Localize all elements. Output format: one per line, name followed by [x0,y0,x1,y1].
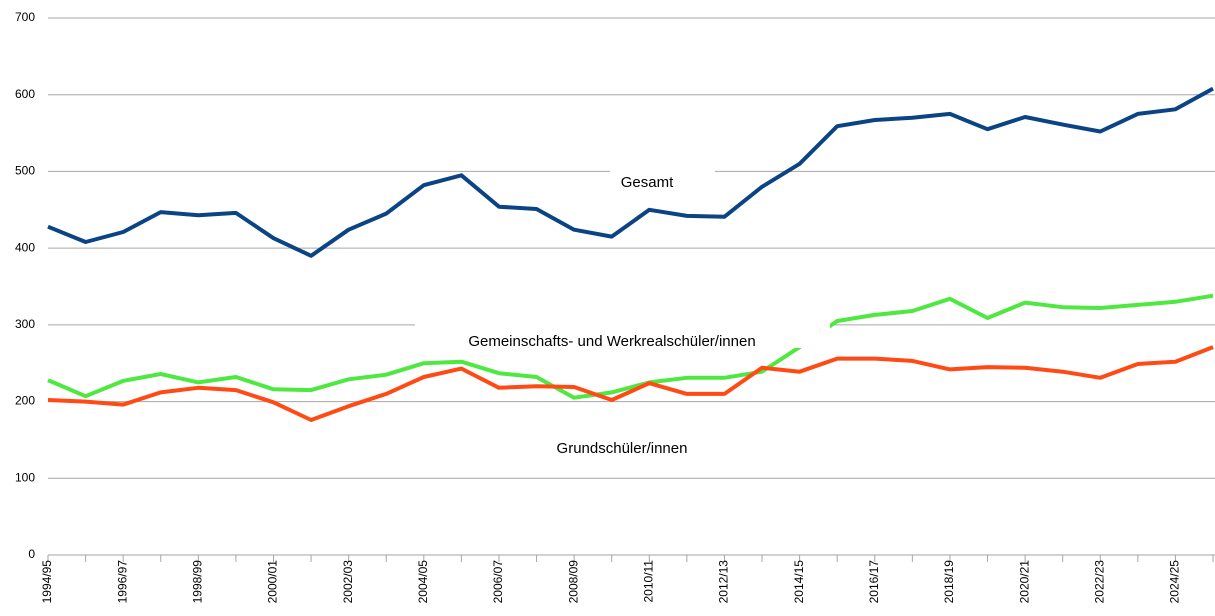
x-tick-label: 1996/97 [115,560,129,604]
x-tick-label: 2002/03 [341,560,355,604]
series-line [47,345,1214,422]
x-tick-label: 2022/23 [1092,560,1106,604]
x-tick-label: 2012/13 [717,560,731,604]
x-tick-label: 2024/25 [1168,560,1182,604]
y-tick-label: 500 [15,164,35,178]
label-box [415,322,830,348]
x-tick-label: 2000/01 [266,560,280,604]
x-tick-label: 2018/19 [942,560,956,604]
x-tick-label: 2004/05 [416,560,430,604]
y-tick-label: 300 [15,317,35,331]
series-line [47,293,1214,400]
y-tick-label: 400 [15,240,35,254]
series-label: Gemeinschafts- und Werkrealschüler/innen [468,333,755,350]
x-tick-label: 1998/99 [190,560,204,604]
series-line [47,86,1214,258]
y-tick-label: 700 [15,10,35,24]
label-box [610,165,715,200]
y-tick-label: 100 [15,470,35,484]
x-tick-label: 2020/21 [1017,560,1031,604]
x-tick-label: 2014/15 [792,560,806,604]
x-tick-label: 1994/95 [40,560,54,604]
series-label: Gesamt [621,174,674,191]
y-tick-label: 0 [28,547,35,561]
x-tick-label: 2010/11 [641,560,655,603]
label-box [530,435,715,465]
y-tick-label: 200 [15,394,35,408]
x-tick-label: 2006/07 [491,560,505,604]
y-tick-label: 600 [15,87,35,101]
x-tick-label: 2008/09 [566,560,580,604]
series-label: Grundschüler/innen [557,440,688,457]
x-tick-label: 2016/17 [867,560,881,604]
